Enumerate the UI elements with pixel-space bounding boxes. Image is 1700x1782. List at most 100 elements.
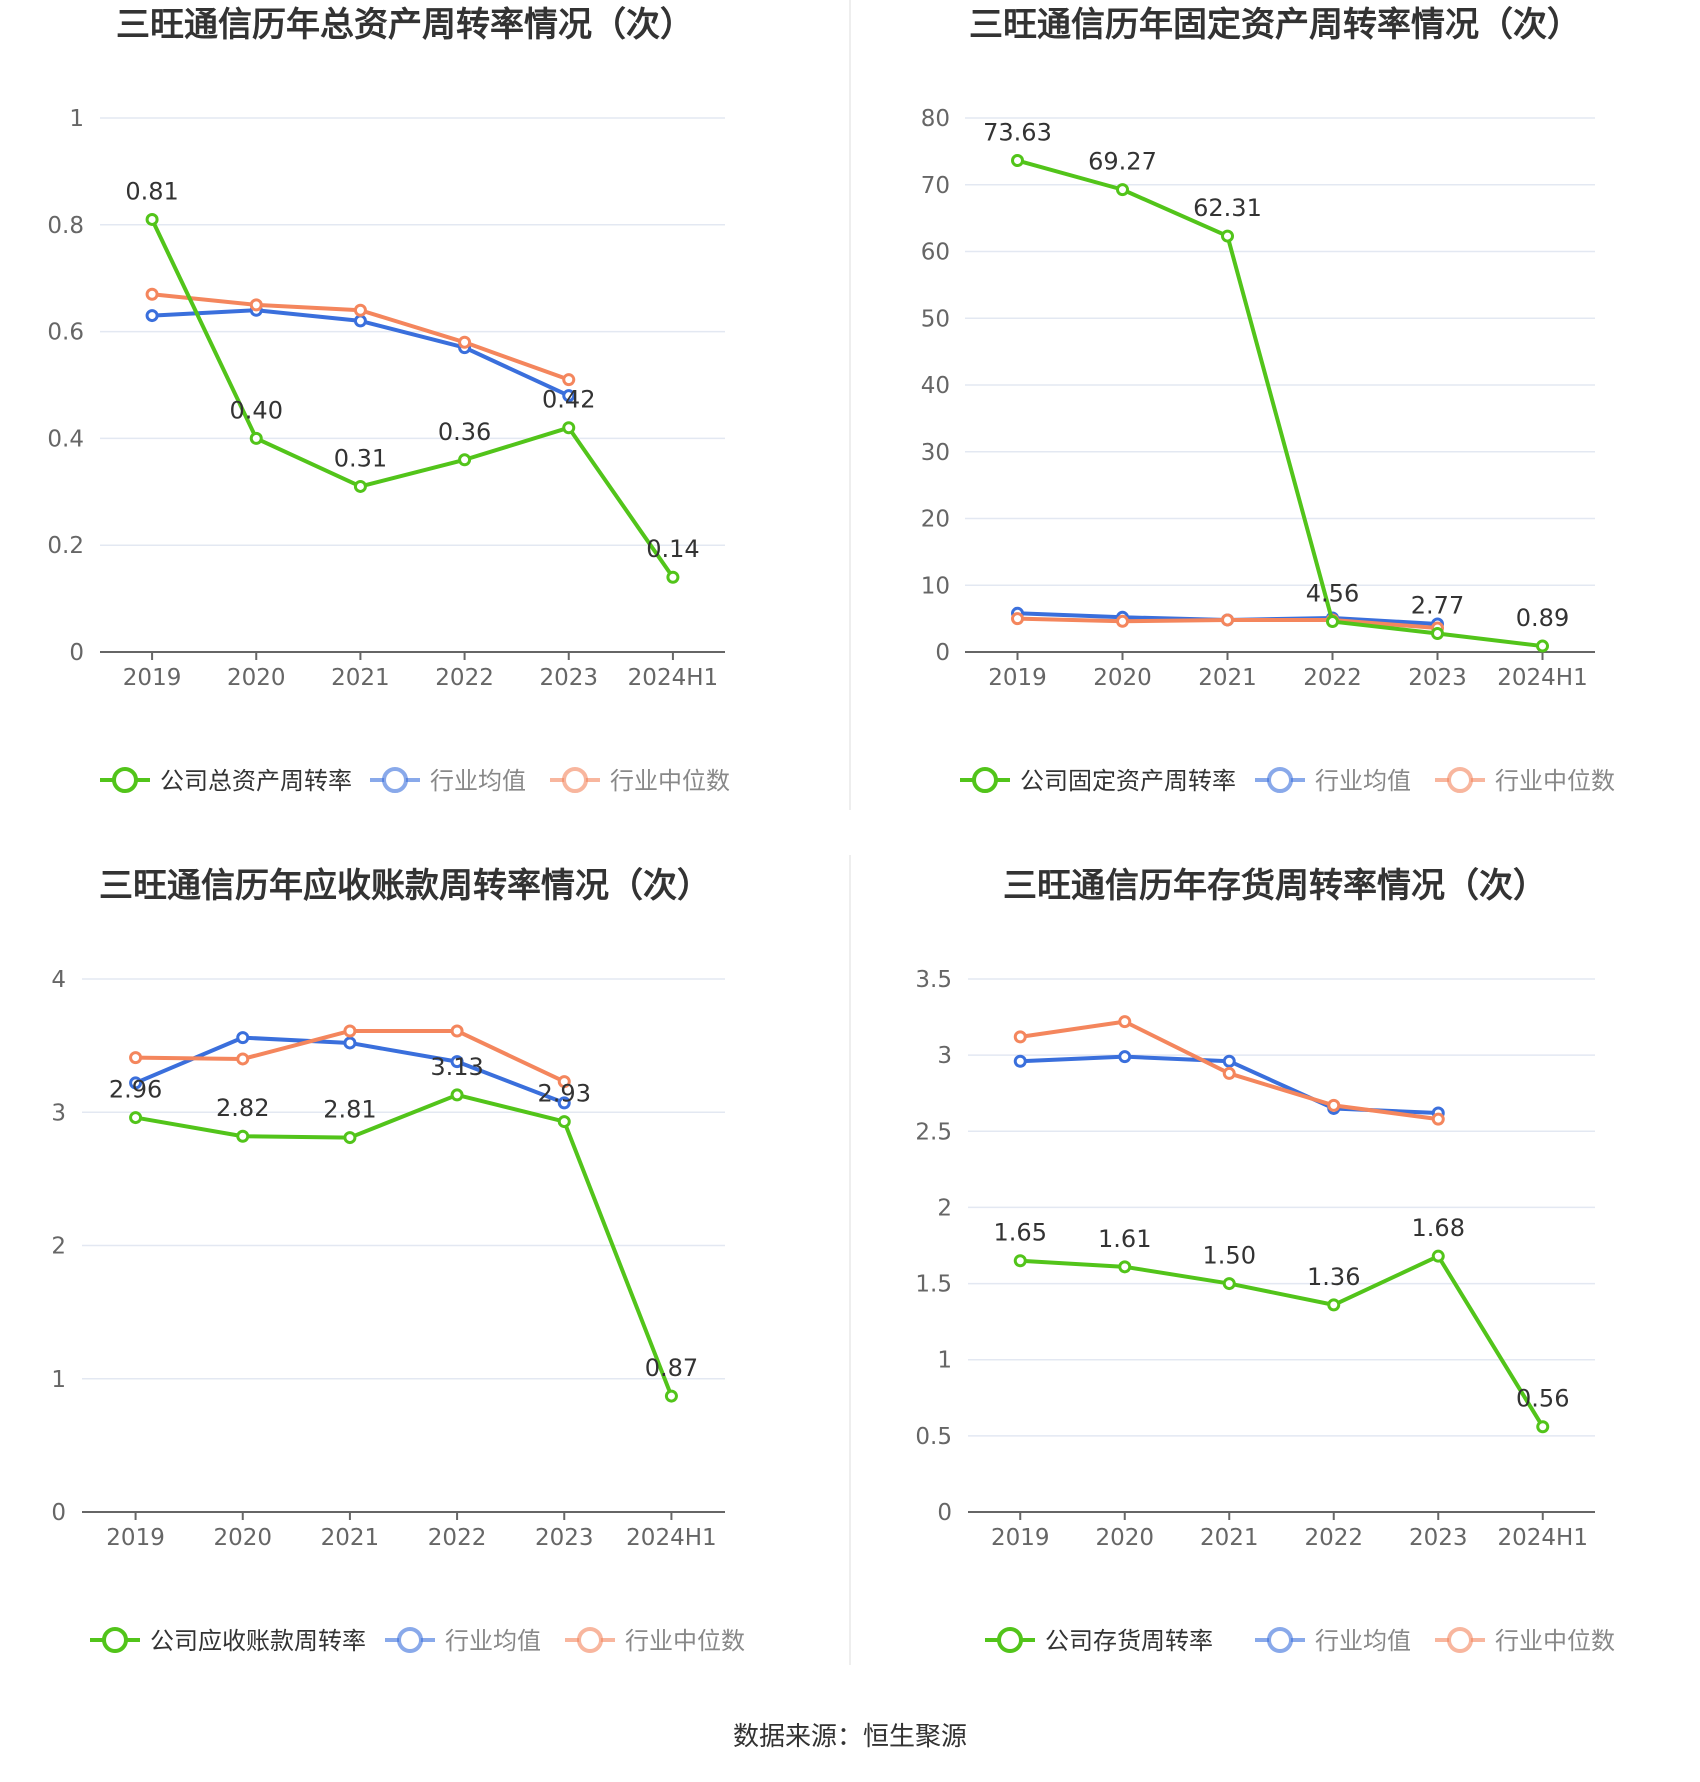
x-tick-label: 2022	[435, 665, 494, 691]
chart-title: 三旺通信历年应收账款周转率情况（次）	[99, 866, 711, 906]
legend-label: 行业中位数	[625, 1627, 745, 1655]
chart-panel-4: 三旺通信历年存货周转率情况（次） 0 0.5 1 1.5 2 2.5 3 3.5 2019 2020…	[915, 866, 1615, 1655]
data-point-company	[236, 1129, 250, 1143]
data-point-company	[249, 431, 263, 445]
vertical-divider-bottom	[849, 855, 851, 1665]
data-point-median	[353, 303, 367, 317]
legend-label: 行业中位数	[1495, 767, 1615, 795]
data-label: 1.68	[1412, 1214, 1465, 1242]
y-tick-label: 40	[921, 373, 950, 399]
data-point-company	[1431, 1249, 1445, 1263]
x-tick-label: 2023	[1409, 1525, 1468, 1551]
data-label: 3.13	[430, 1053, 483, 1081]
legend-label: 行业均值	[1315, 1627, 1411, 1655]
x-tick-label: 2020	[227, 665, 286, 691]
y-tick-label: 4	[51, 967, 66, 993]
data-label: 0.36	[438, 418, 491, 446]
data-label: 2.96	[109, 1076, 162, 1104]
data-point-avg	[450, 1055, 464, 1069]
x-tick-label: 2022	[1304, 1525, 1363, 1551]
data-point-company	[1118, 1260, 1132, 1274]
y-tick-label: 3.5	[915, 967, 952, 993]
data-label: 0.42	[542, 386, 595, 414]
y-tick-label: 2	[51, 1234, 66, 1260]
data-point-avg	[353, 314, 367, 328]
legend-item-median[interactable]: 行业中位数	[565, 1627, 745, 1655]
data-label: 1.36	[1307, 1263, 1360, 1291]
y-tick-label: 1	[69, 106, 84, 132]
x-tick-label: 2024H1	[1498, 1525, 1588, 1551]
legend-label: 公司固定资产周转率	[1020, 767, 1236, 795]
data-point-median	[557, 1075, 571, 1089]
data-label: 0.40	[230, 396, 283, 424]
data-point-avg	[129, 1076, 143, 1090]
data-point-avg	[1118, 1050, 1132, 1064]
data-point-median	[450, 1024, 464, 1038]
x-tick-label: 2019	[988, 665, 1047, 691]
data-point-avg	[236, 1031, 250, 1045]
y-tick-label: 1.5	[915, 1272, 952, 1298]
legend-item-median[interactable]: 行业中位数	[1435, 1627, 1615, 1655]
data-point-company	[1326, 615, 1339, 629]
x-tick-label: 2020	[1093, 665, 1152, 691]
data-source-note: 数据来源：恒生聚源	[732, 1722, 967, 1752]
legend-item-median[interactable]: 行业中位数	[1435, 767, 1615, 795]
data-point-company	[666, 570, 680, 584]
x-tick-label: 2020	[1095, 1525, 1154, 1551]
data-point-company	[145, 212, 159, 226]
legend-label: 行业中位数	[610, 767, 730, 795]
data-label: 2.81	[323, 1096, 376, 1124]
x-tick-label: 2024H1	[626, 1525, 716, 1551]
x-tick-label: 2023	[539, 665, 598, 691]
data-point-median	[1118, 1015, 1132, 1029]
legend-item-median[interactable]: 行业中位数	[550, 767, 730, 795]
legend-item-avg[interactable]: 行业均值	[1255, 1627, 1411, 1655]
data-label: 0.14	[646, 535, 699, 563]
x-tick-label: 2021	[1200, 1525, 1259, 1551]
data-point-avg	[1222, 1054, 1236, 1068]
y-tick-label: 50	[921, 306, 950, 332]
data-point-median	[1222, 1066, 1236, 1080]
data-label: 2.82	[216, 1094, 269, 1122]
legend-marker-icon	[102, 1627, 128, 1653]
x-tick-label: 2021	[331, 665, 390, 691]
legend-marker-icon	[1447, 767, 1473, 793]
chart-panel-2: 三旺通信历年固定资产周转率情况（次） 0 10 20 30 40 50 60 70 80 2019 2…	[921, 5, 1615, 795]
legend-marker-icon	[997, 1627, 1023, 1653]
legend-marker-icon	[972, 767, 998, 793]
legend-item-avg[interactable]: 行业均值	[1255, 767, 1411, 795]
legend-item-company[interactable]: 公司固定资产周转率	[960, 767, 1236, 795]
series-line-company	[1016, 158, 1543, 649]
y-tick-label: 1	[937, 1348, 952, 1374]
data-label: 0.31	[334, 444, 387, 472]
x-tick-label: 2021	[321, 1525, 380, 1551]
legend-marker-icon	[562, 767, 588, 793]
legend-marker-icon	[577, 1627, 603, 1653]
data-point-median	[1431, 1112, 1445, 1126]
data-point-company	[562, 421, 576, 435]
y-tick-label: 0	[69, 640, 84, 666]
data-point-company	[450, 1088, 464, 1102]
legend-item-company[interactable]: 公司总资产周转率	[100, 767, 352, 795]
legend-label: 公司总资产周转率	[160, 767, 352, 795]
legend-marker-icon	[112, 767, 138, 793]
x-tick-label: 2019	[991, 1525, 1050, 1551]
x-tick-label: 2020	[213, 1525, 272, 1551]
legend-item-company[interactable]: 公司存货周转率	[985, 1627, 1213, 1655]
x-tick-label: 2022	[1303, 665, 1362, 691]
data-point-company	[557, 1115, 571, 1129]
x-tick-label: 2023	[535, 1525, 594, 1551]
legend-label: 行业均值	[445, 1627, 541, 1655]
data-point-median	[249, 298, 263, 312]
legend-item-avg[interactable]: 行业均值	[370, 767, 526, 795]
data-point-company	[353, 479, 367, 493]
data-point-median	[145, 287, 159, 301]
data-point-median	[129, 1051, 143, 1065]
x-tick-label: 2019	[106, 1525, 165, 1551]
legend-item-company[interactable]: 公司应收账款周转率	[90, 1627, 366, 1655]
y-tick-label: 3	[51, 1100, 66, 1126]
legend-item-avg[interactable]: 行业均值	[385, 1627, 541, 1655]
y-tick-label: 80	[921, 106, 950, 132]
